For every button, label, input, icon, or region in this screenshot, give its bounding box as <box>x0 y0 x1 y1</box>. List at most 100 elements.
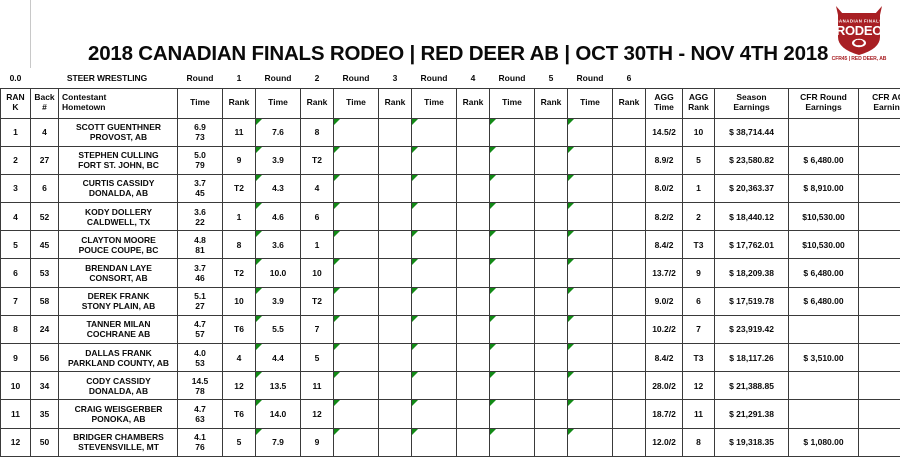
page-banner: 2018 CANADIAN FINALS RODEO | RED DEER AB… <box>0 0 900 68</box>
cell-cfr-round-earnings-10 <box>788 371 860 401</box>
cell-round6-time-5 <box>567 230 614 260</box>
cell-agg-time-11: 18.7/2 <box>645 399 684 429</box>
cell-contestant-8: TANNER MILAN COCHRANE AB <box>57 314 179 345</box>
cell-round5-time-1 <box>489 117 536 147</box>
col-header-agg-time: AGG Time <box>645 87 684 119</box>
cell-round6-time-2 <box>567 145 614 175</box>
col-header-cfr-agg-earnings: CFR AGG Earnings <box>858 87 900 119</box>
cell-round6-time-10 <box>567 371 614 401</box>
cell-cfr-agg-earnings-5 <box>858 230 900 260</box>
cell-round2-time-3: 4.3 <box>255 173 302 204</box>
cell-round3-time-12 <box>333 427 380 457</box>
cell-round6-rank-1 <box>612 117 647 147</box>
cell-cfr-agg-earnings-3 <box>858 173 900 204</box>
round-3-number: 3 <box>378 68 412 88</box>
cell-rank-4: 4 <box>0 202 31 232</box>
cell-round6-rank-11 <box>612 399 647 429</box>
cell-agg-time-2: 8.9/2 <box>645 145 684 175</box>
cell-round1-rank-1: 11 <box>222 117 257 147</box>
cell-cfr-agg-earnings-12 <box>858 427 900 457</box>
cell-cfr-agg-earnings-6 <box>858 258 900 288</box>
cell-agg-time-8: 10.2/2 <box>645 314 684 345</box>
cell-agg-rank-4: 2 <box>682 202 716 232</box>
table-row: 12 50 BRIDGER CHAMBERS STEVENSVILLE, MT 4.1 7… <box>0 427 900 457</box>
cell-round1-rank-5: 8 <box>222 230 257 260</box>
cell-round3-rank-8 <box>378 314 413 345</box>
cell-round5-time-7 <box>489 286 536 316</box>
cell-round5-rank-6 <box>534 258 569 288</box>
table-body: 1 4 SCOTT GUENTHNER PROVOST, AB 6.9 73 11 7.6 8 1… <box>0 117 900 457</box>
sheet-left-value: 0.0 <box>0 68 31 88</box>
col-header-round3-time: Time <box>333 87 380 119</box>
cell-round6-rank-12 <box>612 427 647 457</box>
cell-round2-rank-1: 8 <box>300 117 335 147</box>
cell-round6-rank-10 <box>612 371 647 401</box>
cell-cfr-agg-earnings-11 <box>858 399 900 429</box>
cell-round5-rank-7 <box>534 286 569 316</box>
cell-round6-time-9 <box>567 342 614 373</box>
cell-round3-time-5 <box>333 230 380 260</box>
cell-contestant-6: BRENDAN LAYE CONSORT, AB <box>57 258 179 288</box>
table-row: 7 58 DEREK FRANK STONY PLAIN, AB 5.1 27 10 3.9 T… <box>0 286 900 316</box>
cell-round4-rank-2 <box>456 145 491 175</box>
cell-round2-rank-8: 7 <box>300 314 335 345</box>
cell-round6-time-8 <box>567 314 614 345</box>
cell-round3-rank-3 <box>378 173 413 204</box>
cell-round6-time-4 <box>567 202 614 232</box>
cell-season-earnings-4: $ 18,440.12 <box>714 202 790 232</box>
cell-round3-rank-7 <box>378 286 413 316</box>
cell-round4-rank-4 <box>456 202 491 232</box>
cell-rank-9: 9 <box>0 342 31 373</box>
col-header-round6-time: Time <box>567 87 614 119</box>
cell-round3-rank-6 <box>378 258 413 288</box>
cell-round5-time-9 <box>489 342 536 373</box>
cell-round1-rank-7: 10 <box>222 286 257 316</box>
cell-rank-7: 7 <box>0 286 31 316</box>
cell-round3-time-10 <box>333 371 380 401</box>
cell-agg-rank-7: 6 <box>682 286 716 316</box>
cell-round4-time-12 <box>411 427 458 457</box>
cell-round1-time-2: 5.0 79 <box>177 145 224 175</box>
round-2-number: 2 <box>300 68 334 88</box>
cell-agg-rank-11: 11 <box>682 399 716 429</box>
cell-agg-time-3: 8.0/2 <box>645 173 684 204</box>
table-row: 5 45 CLAYTON MOORE POUCE COUPE, BC 4.8 81 8 3.6… <box>0 230 900 260</box>
cell-round2-rank-9: 5 <box>300 342 335 373</box>
cell-round1-time-7: 5.1 27 <box>177 286 224 316</box>
cell-round2-rank-12: 9 <box>300 427 335 457</box>
cell-agg-time-10: 28.0/2 <box>645 371 684 401</box>
cell-round6-time-12 <box>567 427 614 457</box>
left-margin-rule <box>30 0 31 68</box>
cell-round5-time-8 <box>489 314 536 345</box>
col-header-round5-rank: Rank <box>534 87 569 119</box>
cell-round1-rank-3: T2 <box>222 173 257 204</box>
cell-cfr-agg-earnings-7 <box>858 286 900 316</box>
cell-agg-rank-10: 12 <box>682 371 716 401</box>
cell-back-number-2: 27 <box>30 145 59 175</box>
cell-round4-time-4 <box>411 202 458 232</box>
cell-round5-time-4 <box>489 202 536 232</box>
cell-round2-time-12: 7.9 <box>255 427 302 457</box>
cell-cfr-round-earnings-9: $ 3,510.00 <box>788 342 860 373</box>
cell-agg-time-6: 13.7/2 <box>645 258 684 288</box>
cell-round2-time-9: 4.4 <box>255 342 302 373</box>
cell-round4-rank-3 <box>456 173 491 204</box>
cell-back-number-7: 58 <box>30 286 59 316</box>
cell-cfr-agg-earnings-10 <box>858 371 900 401</box>
round-1-label: Round <box>177 68 223 88</box>
cell-round5-rank-9 <box>534 342 569 373</box>
col-header-back-number: Back # <box>30 87 59 119</box>
cell-round6-rank-5 <box>612 230 647 260</box>
cell-round4-rank-8 <box>456 314 491 345</box>
round-4-number: 4 <box>456 68 490 88</box>
cell-round2-rank-7: T2 <box>300 286 335 316</box>
cell-round4-rank-12 <box>456 427 491 457</box>
cell-round3-time-6 <box>333 258 380 288</box>
cell-contestant-11: CRAIG WEISGERBER PONOKA, AB <box>57 399 179 429</box>
cell-round6-rank-2 <box>612 145 647 175</box>
cell-round2-rank-5: 1 <box>300 230 335 260</box>
cell-round2-rank-2: T2 <box>300 145 335 175</box>
cell-agg-rank-6: 9 <box>682 258 716 288</box>
cell-round4-rank-10 <box>456 371 491 401</box>
